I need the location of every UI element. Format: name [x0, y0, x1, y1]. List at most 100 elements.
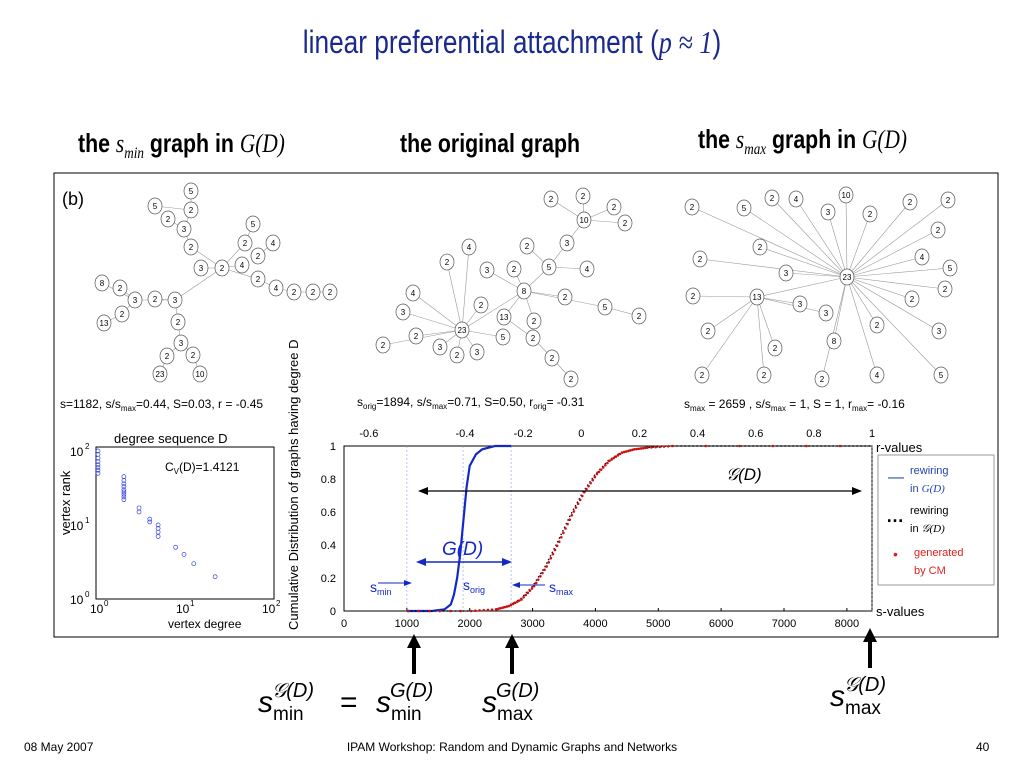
graph-node-label: 3 — [485, 266, 490, 275]
degree-point — [95, 470, 101, 476]
cdf-point-cm — [643, 446, 647, 450]
degree-xtick-exp: 1 — [190, 599, 195, 608]
cdf-point-cm — [524, 593, 527, 597]
graph-node-label: 2 — [479, 301, 484, 310]
cdf-ytick: 0 — [330, 606, 336, 618]
heading-smax-graph: the smax graph in G(D) — [698, 124, 907, 159]
cdf-point-cm — [618, 452, 622, 456]
degree-point — [191, 561, 197, 567]
graph-node-label: 4 — [794, 195, 799, 204]
cdf-xtick: 4000 — [583, 618, 607, 630]
cdf-point-cm — [591, 478, 595, 482]
eq-rhs-sub: min — [391, 704, 422, 725]
cdf-point-cm — [704, 444, 708, 448]
cdf-point-cm — [507, 604, 511, 608]
degree-point — [147, 519, 153, 525]
degree-xtick: 10 — [90, 602, 104, 616]
graph-node-label: 2 — [758, 243, 763, 252]
graph-node — [127, 291, 143, 309]
degree-xtick-exp: 2 — [276, 599, 281, 608]
graph-node — [694, 366, 710, 384]
cdf-point-cm — [587, 484, 590, 488]
eq-lhs-sup: 𝒢(D) — [272, 680, 314, 702]
heading-text: the — [698, 124, 736, 154]
heading-text: the original graph — [400, 128, 581, 158]
degree-point — [181, 552, 187, 557]
graph-edge — [402, 311, 463, 331]
eq-sign: = — [340, 686, 358, 719]
graph-node-label: 3 — [199, 264, 204, 273]
graph-node — [525, 329, 541, 347]
graph-node-label: 2 — [569, 375, 574, 384]
graph-node — [495, 328, 511, 346]
cdf-point-cm — [566, 522, 569, 526]
graph-edge — [756, 296, 776, 349]
cdf-point-cm — [560, 536, 563, 539]
graph-node — [305, 283, 321, 301]
graph-edge — [174, 267, 223, 301]
heading-math: G(D) — [862, 125, 908, 154]
graph-node-label: 2 — [166, 215, 171, 224]
cdf-point-cm — [738, 444, 741, 448]
graph-node-label: 4 — [467, 243, 472, 252]
graph-node — [606, 198, 622, 216]
graph-edge — [846, 276, 913, 300]
graph-node-label: 2 — [176, 318, 181, 327]
graph-node — [931, 322, 947, 340]
graph-node-label: 2 — [292, 288, 297, 297]
heading-text: graph in — [143, 128, 240, 158]
cdf-point-cm — [597, 470, 601, 474]
graph-node-label: 3 — [182, 225, 187, 234]
cdf-point-cm — [585, 487, 588, 491]
graph-node-label: 2 — [908, 198, 913, 207]
graph-node-label: 2 — [525, 242, 530, 251]
title-close: ) — [712, 24, 722, 60]
graph-edge — [846, 276, 942, 376]
arrow-smax-orig-head — [505, 634, 519, 648]
cdf-point-cm — [428, 609, 431, 613]
graph-node-label: 2 — [165, 352, 170, 361]
graph-node-label: 5 — [939, 371, 944, 380]
graph-edge — [461, 246, 470, 331]
graph-node — [183, 182, 199, 200]
graph-node-label: 5 — [603, 303, 608, 312]
graph-node — [375, 336, 391, 354]
graph-node-label: 2 — [550, 354, 555, 363]
graph-node — [914, 248, 930, 266]
degree-point — [121, 481, 127, 487]
eq-right-s: s — [830, 680, 845, 713]
degree-chart-xlabel: vertex degree — [168, 617, 242, 631]
graph-edge — [699, 258, 848, 278]
graph-node — [439, 253, 455, 271]
graph-edge — [846, 276, 940, 332]
cdf-point-cm — [616, 454, 620, 457]
cdf-top-tick: 0 — [578, 428, 584, 440]
cdf-point-cm — [633, 448, 636, 451]
graph-node-label: 3 — [824, 309, 829, 318]
cdf-xtick: 1000 — [395, 618, 419, 630]
degree-point — [95, 467, 101, 473]
graph-node-label: 4 — [240, 261, 245, 270]
graph-node — [506, 260, 522, 278]
graph-node-label: 5 — [742, 204, 747, 213]
heading-subscript: min — [124, 145, 144, 163]
degree-chart-title: degree sequence D — [114, 431, 227, 446]
graph-node — [942, 259, 958, 277]
graph-node-label: 2 — [698, 255, 703, 264]
cdf-point-cm — [608, 459, 611, 463]
graph-node-label: 10 — [842, 191, 851, 200]
graph-node — [749, 288, 765, 306]
graph-node — [937, 280, 953, 298]
graph-node-label: 4 — [585, 265, 590, 274]
graph-edge — [846, 256, 923, 278]
footer-center: IPAM Workshop: Random and Dynamic Graphs… — [346, 740, 678, 754]
degree-point — [155, 534, 161, 539]
arrow-smin-head — [407, 634, 421, 648]
heading-text: graph in — [766, 124, 863, 154]
graph-node-label: 3 — [179, 339, 184, 348]
cdf-point-cm — [635, 447, 639, 451]
degree-ytick: 10 — [70, 519, 84, 533]
graph-node-label: 2 — [243, 239, 248, 248]
graph-node — [575, 187, 591, 205]
footer-date: 08 May 2007 — [24, 740, 94, 754]
